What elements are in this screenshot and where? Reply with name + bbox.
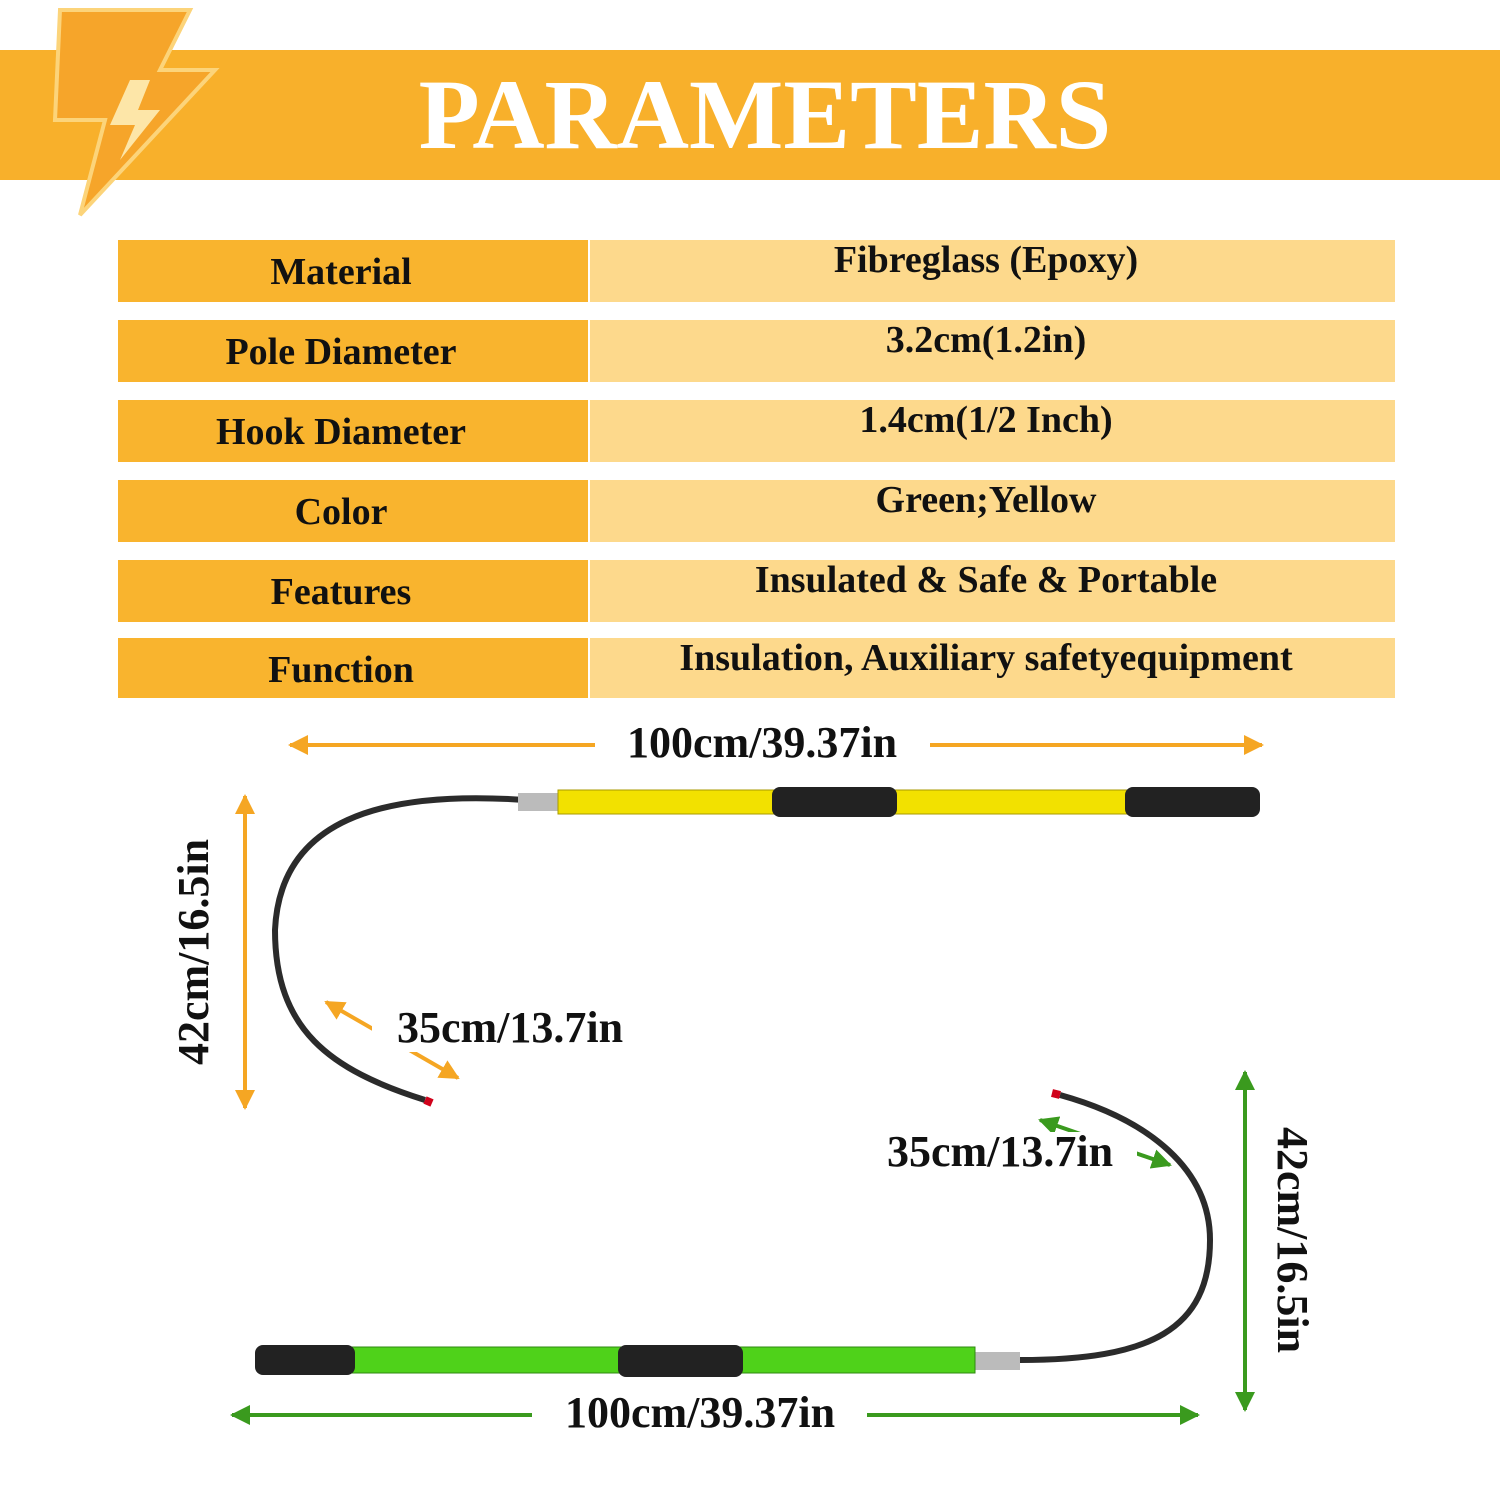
label-bg <box>372 1008 642 1052</box>
bolt-inner <box>110 80 160 160</box>
title: PARAMETERS <box>419 59 1112 170</box>
row-value: 1.4cm(1/2 Inch) <box>859 399 1112 441</box>
value-cell <box>590 240 1395 302</box>
hook-label: 35cm/13.7in <box>887 1127 1113 1176</box>
row-value: 3.2cm(1.2in) <box>886 319 1087 361</box>
height-label: 42cm/16.5in <box>1268 1127 1317 1353</box>
row-label: Color <box>295 491 388 533</box>
hook-label: 35cm/13.7in <box>397 1003 623 1052</box>
value-cell <box>590 560 1395 622</box>
row-value: Insulation, Auxiliary safetyequipment <box>679 637 1293 679</box>
row-value: Fibreglass (Epoxy) <box>834 239 1138 281</box>
value-cell <box>590 320 1395 382</box>
grip <box>1125 787 1260 817</box>
row-value: Green;Yellow <box>876 479 1097 521</box>
label-bg <box>532 1393 867 1439</box>
connector <box>518 793 558 811</box>
label-cell <box>118 320 588 382</box>
value-cell <box>590 400 1395 462</box>
hook-tip <box>1051 1089 1061 1099</box>
label-bg <box>595 722 930 768</box>
yellow-hook <box>271 795 526 1103</box>
banner <box>0 50 1500 180</box>
height-label: 42cm/16.5in <box>169 839 218 1065</box>
row-value: Insulated & Safe & Portable <box>755 559 1217 601</box>
grip <box>618 1345 743 1377</box>
row-label: Features <box>271 571 412 613</box>
label-cell <box>118 240 588 302</box>
table: Material Fibreglass (Epoxy) Pole Diameter 3… <box>118 239 1395 698</box>
label-cell <box>118 638 588 698</box>
row-label: Hook Diameter <box>216 411 466 453</box>
label-cell <box>118 400 588 462</box>
grip <box>772 787 897 817</box>
hook-tip <box>423 1096 434 1107</box>
length-label: 100cm/39.37in <box>565 1388 835 1437</box>
value-cell <box>590 638 1395 698</box>
row-label: Material <box>270 251 411 293</box>
grip <box>255 1345 355 1375</box>
row-label: Function <box>268 649 414 691</box>
length-label: 100cm/39.37in <box>627 718 897 767</box>
label-cell <box>118 560 588 622</box>
label-cell <box>118 480 588 542</box>
value-cell <box>590 480 1395 542</box>
row-label: Pole Diameter <box>225 331 456 373</box>
connector <box>975 1352 1020 1370</box>
label-bg <box>862 1132 1137 1176</box>
